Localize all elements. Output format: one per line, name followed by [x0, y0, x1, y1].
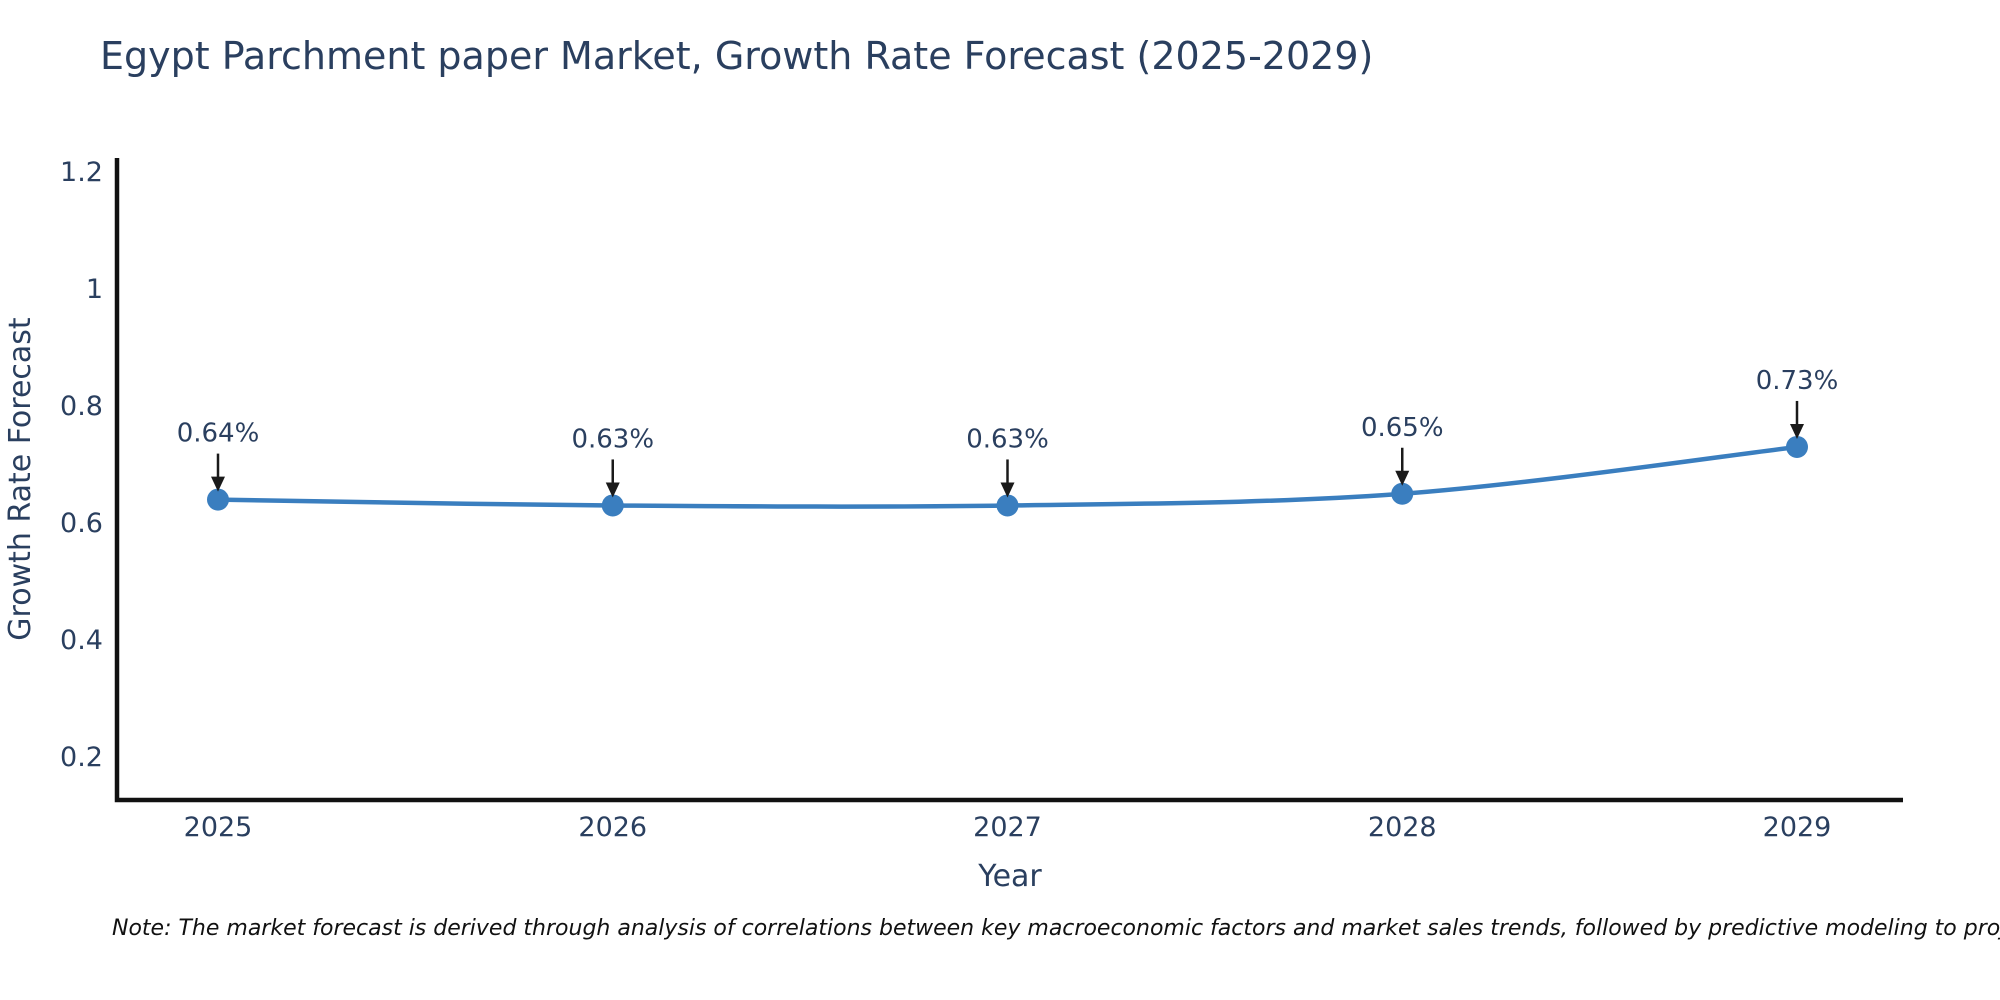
data-point-marker [996, 494, 1019, 517]
x-axis-title: Year [977, 859, 1042, 894]
data-point-label: 0.73% [1756, 366, 1839, 396]
y-axis-title: Growth Rate Forecast [3, 317, 38, 641]
y-tick-label: 1.2 [60, 157, 103, 188]
x-tick-label: 2025 [184, 812, 253, 843]
annotation-arrowhead [605, 482, 620, 498]
x-tick-label: 2029 [1763, 812, 1832, 843]
x-tick-label: 2026 [578, 812, 647, 843]
data-point-label: 0.63% [966, 424, 1049, 454]
y-tick-label: 0.2 [60, 742, 103, 773]
data-point-label: 0.63% [571, 424, 654, 454]
data-point-label: 0.65% [1361, 413, 1444, 443]
x-tick-label: 2027 [973, 812, 1042, 843]
data-point-marker [601, 494, 624, 517]
y-tick-label: 0.4 [60, 625, 103, 656]
chart-footnote: Note: The market forecast is derived thr… [112, 916, 2000, 941]
axis-lines [114, 158, 1903, 803]
data-point-marker [1391, 482, 1414, 505]
y-tick-label: 1 [86, 274, 103, 305]
data-point-marker [207, 488, 229, 511]
chart-title: Egypt Parchment paper Market, Growth Rat… [100, 34, 1374, 78]
data-point-label: 0.64% [177, 419, 260, 449]
annotation-arrowhead [1395, 470, 1410, 486]
annotation-arrowhead [1790, 423, 1804, 439]
annotation-arrowhead [1000, 482, 1015, 498]
x-tick-label: 2028 [1368, 812, 1437, 843]
annotation-arrowhead [211, 476, 225, 492]
y-tick-label: 0.8 [60, 391, 103, 422]
y-tick-label: 0.6 [60, 508, 103, 539]
data-point-marker [1786, 435, 1808, 458]
